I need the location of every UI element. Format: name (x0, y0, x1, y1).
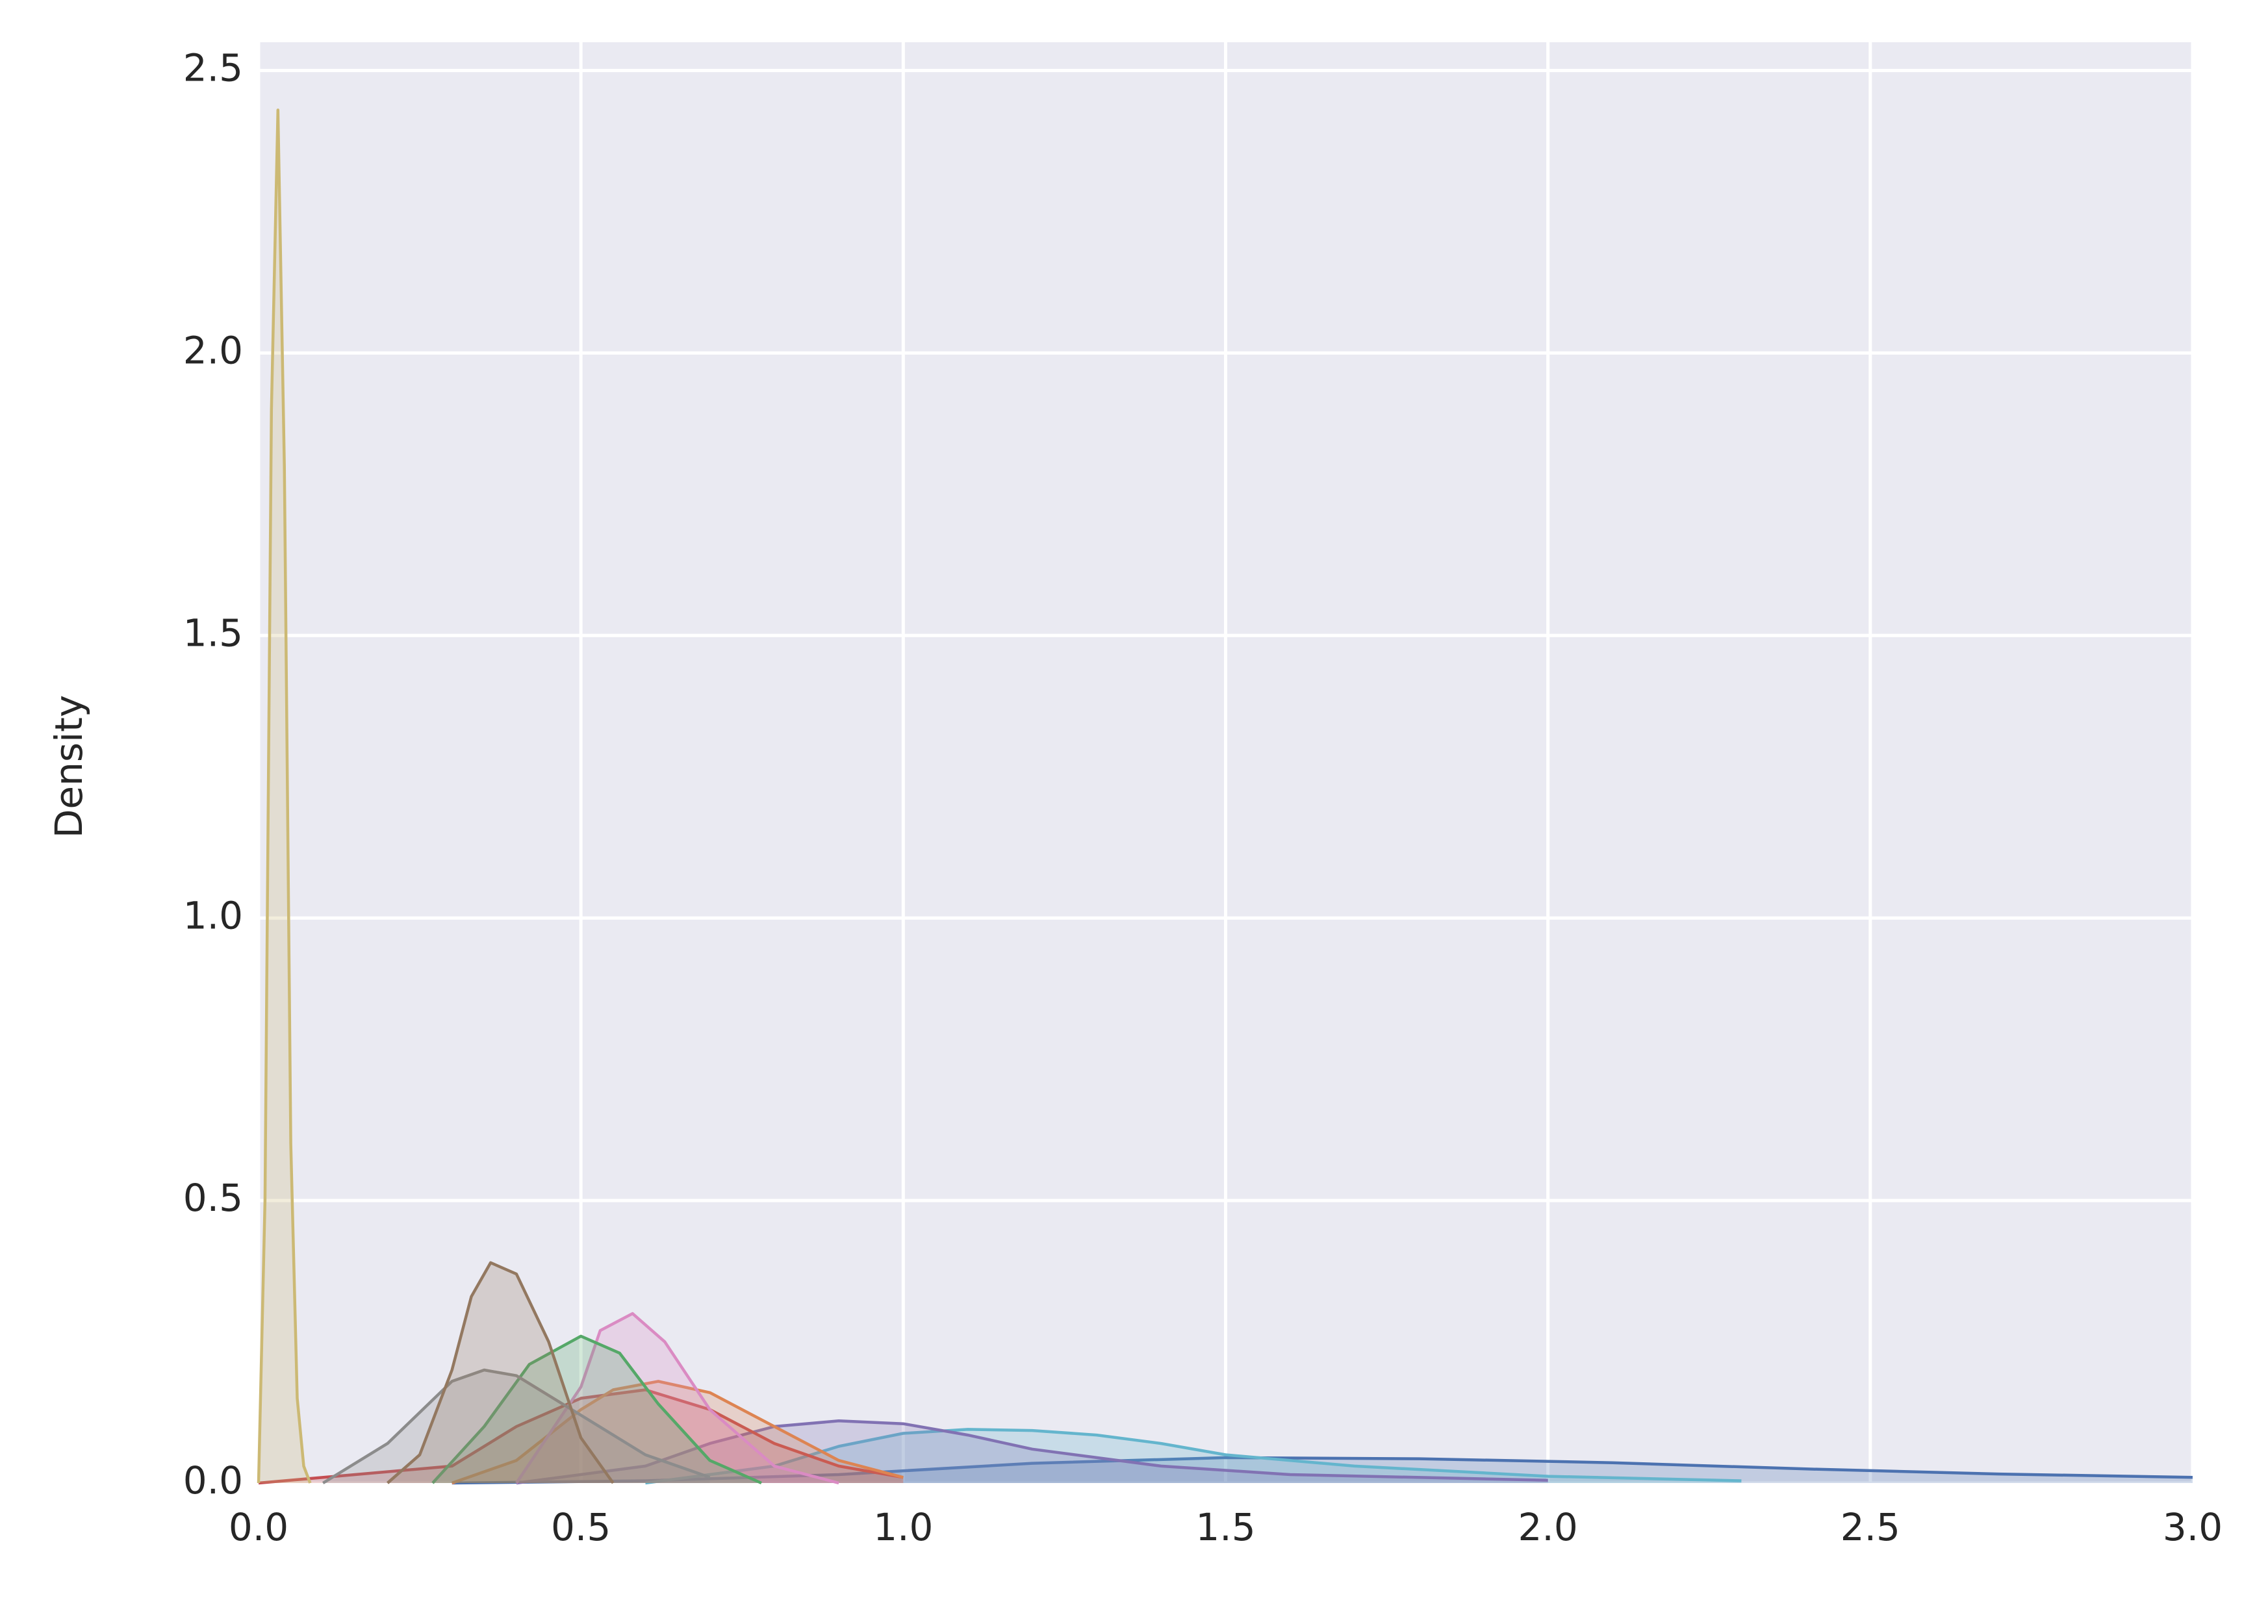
kde-line (516, 1419, 1548, 1485)
y-tick-label: 2.0 (183, 329, 243, 373)
x-tick-label: 3.0 (2163, 1505, 2223, 1549)
x-tick-label: 0.5 (551, 1505, 611, 1549)
kde-line (431, 1334, 762, 1485)
x-tick-label: 0.0 (229, 1505, 288, 1549)
kde-line (387, 1261, 615, 1484)
kde-line (258, 1388, 904, 1485)
kde-line (451, 1380, 904, 1485)
x-tick-label: 2.0 (1518, 1505, 1578, 1549)
y-tick-label: 0.5 (183, 1176, 243, 1220)
y-tick-label: 1.0 (183, 893, 243, 937)
kde-line (322, 1368, 711, 1484)
kde-area (645, 1429, 1742, 1483)
y-tick-label: 1.5 (183, 611, 243, 655)
kde-area (387, 1262, 613, 1483)
kde-area (452, 1457, 2193, 1483)
kde-area (516, 1313, 839, 1483)
kde-line (452, 1456, 2193, 1485)
kde-area (432, 1336, 761, 1483)
y-tick-label: 2.5 (183, 46, 243, 90)
x-tick-label: 1.5 (1195, 1505, 1255, 1549)
kde-line (515, 1312, 839, 1485)
y-tick-label: 0.0 (183, 1458, 243, 1503)
kde-line (257, 108, 312, 1484)
y-axis-label: Density (47, 695, 91, 839)
kde-area (452, 1381, 904, 1483)
x-tick-label: 2.5 (1841, 1505, 1900, 1549)
x-tick-label: 1.0 (873, 1505, 933, 1549)
kde-line (645, 1428, 1742, 1485)
